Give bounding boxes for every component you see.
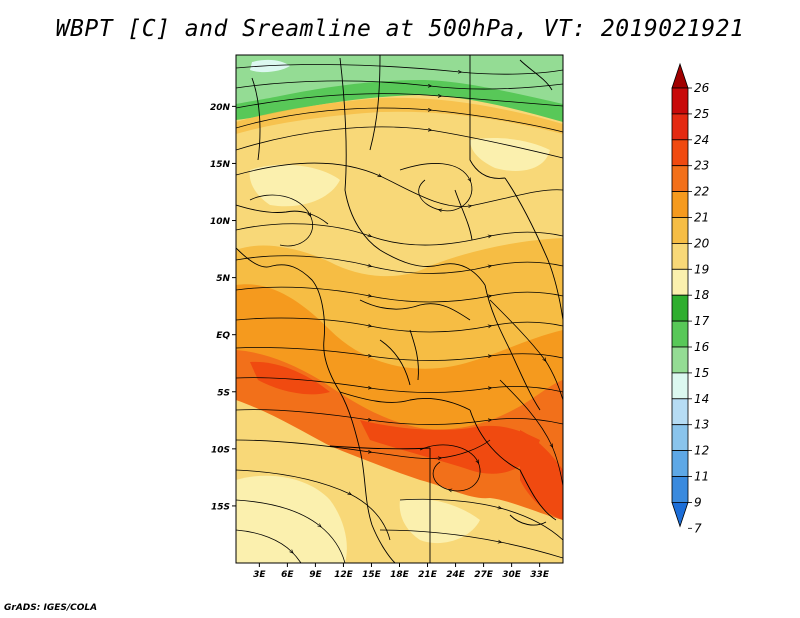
colorbar-top-arrow bbox=[671, 62, 689, 89]
grads-credit: GrADS: IGES/COLA bbox=[4, 603, 98, 613]
colorbar-label: 14 bbox=[694, 392, 709, 406]
colorbar-bottom-arrow bbox=[671, 502, 689, 528]
lat-tick-label: 5S bbox=[217, 388, 230, 398]
lon-tick-label: 15E bbox=[362, 570, 382, 580]
colorbar-swatch bbox=[671, 424, 689, 452]
colorbar-label: 23 bbox=[694, 159, 709, 173]
latitude-axis: 20N 15N 10N 5N EQ 5S 10S 15S bbox=[210, 103, 236, 512]
lat-tick-label: 20N bbox=[210, 103, 231, 113]
lon-tick-label: 12E bbox=[334, 570, 354, 580]
lat-tick-label: 15S bbox=[211, 502, 230, 512]
lon-tick-label: 27E bbox=[474, 570, 494, 580]
colorbar-label: 17 bbox=[694, 314, 710, 328]
colorbar-label: 12 bbox=[694, 444, 709, 458]
colorbar-swatch bbox=[671, 346, 689, 374]
longitude-axis: 3E 6E 9E 12E 15E 18E 21E 24E 27E 30E 33E bbox=[253, 563, 550, 580]
colorbar-swatch bbox=[671, 113, 689, 141]
country-borders bbox=[236, 55, 563, 563]
colorbar-swatch bbox=[671, 165, 689, 192]
colorbar-swatch bbox=[671, 217, 689, 244]
lat-tick-label: 5N bbox=[216, 274, 230, 284]
colorbar-label: 15 bbox=[694, 366, 709, 380]
colorbar-swatch bbox=[671, 191, 689, 218]
lat-tick-label: EQ bbox=[216, 331, 230, 341]
colorbar-swatch bbox=[671, 398, 689, 426]
map-title: WBPT [C] and Sreamline at 500hPa, VT: 20… bbox=[55, 16, 745, 42]
colorbar-swatch bbox=[671, 87, 689, 115]
lon-tick-label: 18E bbox=[390, 570, 410, 580]
colorbar-label: 22 bbox=[694, 185, 709, 199]
colorbar-swatch bbox=[671, 139, 689, 167]
lon-tick-label: 33E bbox=[530, 570, 550, 580]
lat-tick-label: 15N bbox=[210, 160, 231, 170]
lat-tick-label: 10S bbox=[211, 445, 230, 455]
colorbar-label: 19 bbox=[694, 262, 709, 276]
colorbar-label: 21 bbox=[694, 211, 709, 225]
colorbar-label: 24 bbox=[694, 133, 709, 147]
colorbar-swatch bbox=[671, 268, 689, 296]
colorbar-label: 25 bbox=[694, 107, 709, 121]
lon-tick-label: 24E bbox=[446, 570, 466, 580]
colorbar-label: 18 bbox=[694, 288, 710, 302]
colorbar-label: 16 bbox=[694, 340, 710, 354]
lon-tick-label: 9E bbox=[309, 570, 322, 580]
colorbar-label: 7 bbox=[694, 521, 702, 535]
colorbar-swatch bbox=[671, 294, 689, 322]
colorbar-swatch bbox=[671, 450, 689, 477]
colorbar-swatch bbox=[671, 242, 689, 270]
colorbar-label: 11 bbox=[694, 470, 709, 484]
lon-tick-label: 30E bbox=[502, 570, 522, 580]
colorbar-swatch bbox=[671, 476, 689, 503]
colorbar-label: 13 bbox=[694, 418, 709, 432]
lon-tick-label: 3E bbox=[253, 570, 266, 580]
streamlines bbox=[236, 64, 563, 563]
lon-tick-label: 6E bbox=[281, 570, 294, 580]
colorbar: 26 25 24 23 22 21 20 19 18 17 16 15 14 13 12 11 9 7 bbox=[671, 62, 710, 535]
lon-tick-label: 21E bbox=[418, 570, 438, 580]
colorbar-label: 26 bbox=[694, 81, 710, 95]
colorbar-swatch bbox=[671, 372, 689, 400]
colorbar-label: 9 bbox=[694, 495, 702, 509]
colorbar-swatch bbox=[671, 320, 689, 348]
lat-tick-label: 10N bbox=[210, 217, 231, 227]
colorbar-label: 20 bbox=[694, 236, 710, 250]
